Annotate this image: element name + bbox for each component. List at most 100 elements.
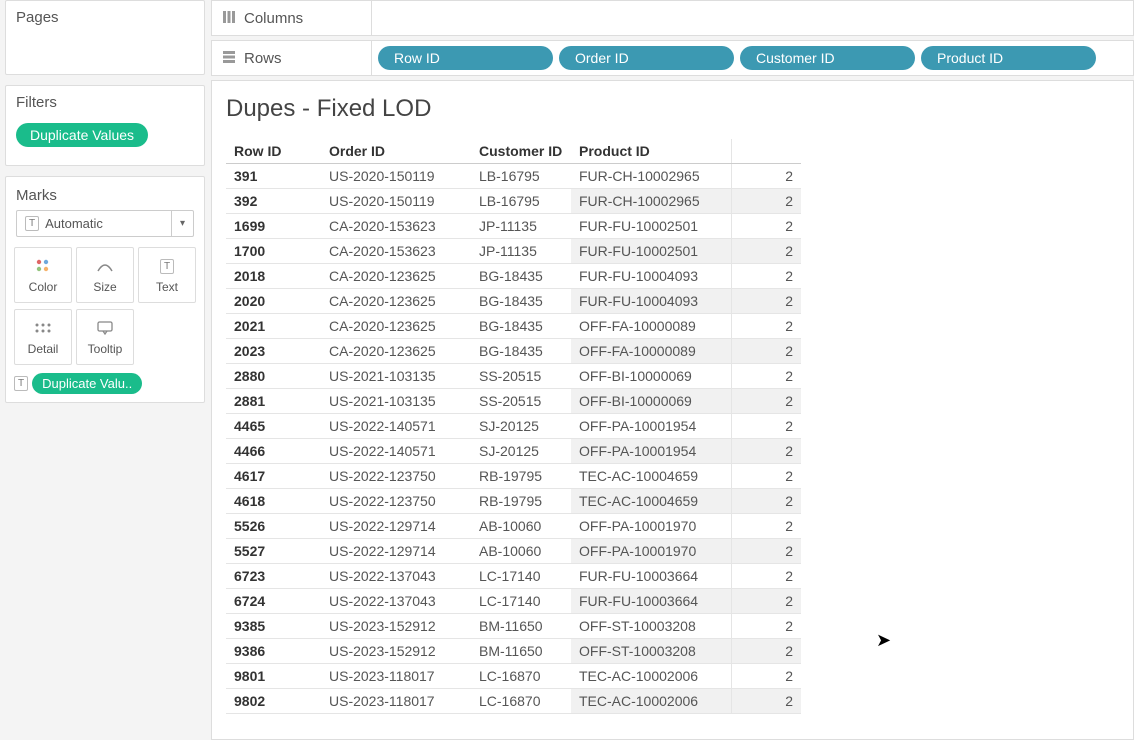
table-row[interactable]: 9802US-2023-118017LC-16870TEC-AC-1000200…	[226, 689, 801, 714]
table-row[interactable]: 6724US-2022-137043LC-17140FUR-FU-1000366…	[226, 589, 801, 614]
cell-rowid: 2020	[226, 289, 321, 314]
cell-count: 2	[731, 464, 801, 489]
cell-orderid: CA-2020-153623	[321, 214, 471, 239]
table-row[interactable]: 2018CA-2020-123625BG-18435FUR-FU-1000409…	[226, 264, 801, 289]
cell-custid: LC-17140	[471, 564, 571, 589]
text-type-icon: T	[14, 376, 28, 391]
cell-rowid: 1700	[226, 239, 321, 264]
marks-type-select[interactable]: T Automatic ▾	[16, 210, 194, 237]
cell-custid: LB-16795	[471, 164, 571, 189]
table-row[interactable]: 2881US-2021-103135SS-20515OFF-BI-1000006…	[226, 389, 801, 414]
table-row[interactable]: 4466US-2022-140571SJ-20125OFF-PA-1000195…	[226, 439, 801, 464]
text-type-icon: T	[25, 216, 39, 231]
marks-text-button[interactable]: T Text	[138, 247, 196, 303]
cell-count: 2	[731, 489, 801, 514]
rows-pill-product-id[interactable]: Product ID	[921, 46, 1096, 70]
table-row[interactable]: 6723US-2022-137043LC-17140FUR-FU-1000366…	[226, 564, 801, 589]
cell-count: 2	[731, 614, 801, 639]
cell-rowid: 5526	[226, 514, 321, 539]
cell-orderid: CA-2020-123625	[321, 339, 471, 364]
cell-rowid: 9386	[226, 639, 321, 664]
pages-card: Pages	[5, 0, 205, 75]
cell-orderid: US-2022-129714	[321, 514, 471, 539]
cell-rowid: 392	[226, 189, 321, 214]
filters-label: Filters	[6, 86, 204, 119]
cell-count: 2	[731, 514, 801, 539]
pages-label: Pages	[6, 1, 204, 34]
table-row[interactable]: 391US-2020-150119LB-16795FUR-CH-10002965…	[226, 164, 801, 189]
marks-size-button[interactable]: Size	[76, 247, 134, 303]
filters-card: Filters Duplicate Values	[5, 85, 205, 166]
cell-orderid: US-2022-140571	[321, 439, 471, 464]
table-row[interactable]: 1700CA-2020-153623JP-11135FUR-FU-1000250…	[226, 239, 801, 264]
table-row[interactable]: 9801US-2023-118017LC-16870TEC-AC-1000200…	[226, 664, 801, 689]
cell-custid: BM-11650	[471, 639, 571, 664]
table-row[interactable]: 2021CA-2020-123625BG-18435OFF-FA-1000008…	[226, 314, 801, 339]
cell-orderid: US-2022-129714	[321, 539, 471, 564]
cell-count: 2	[731, 289, 801, 314]
table-row[interactable]: 4618US-2022-123750RB-19795TEC-AC-1000465…	[226, 489, 801, 514]
table-header	[731, 139, 801, 164]
cell-custid: BG-18435	[471, 314, 571, 339]
cell-rowid: 4617	[226, 464, 321, 489]
marks-card: Marks T Automatic ▾ Color Size T	[5, 176, 205, 403]
marks-color-button[interactable]: Color	[14, 247, 72, 303]
cell-orderid: US-2023-152912	[321, 614, 471, 639]
rows-pill-row-id[interactable]: Row ID	[378, 46, 553, 70]
cell-rowid: 9802	[226, 689, 321, 714]
rows-pill-order-id[interactable]: Order ID	[559, 46, 734, 70]
cell-count: 2	[731, 314, 801, 339]
viz-title: Dupes - Fixed LOD	[226, 95, 1119, 123]
cell-orderid: US-2022-140571	[321, 414, 471, 439]
table-row[interactable]: 1699CA-2020-153623JP-11135FUR-FU-1000250…	[226, 214, 801, 239]
cell-count: 2	[731, 239, 801, 264]
table-row[interactable]: 5526US-2022-129714AB-10060OFF-PA-1000197…	[226, 514, 801, 539]
columns-shelf[interactable]: Columns	[211, 0, 1134, 36]
cell-count: 2	[731, 364, 801, 389]
cell-orderid: US-2021-103135	[321, 364, 471, 389]
cell-count: 2	[731, 214, 801, 239]
cell-prodid: FUR-FU-10002501	[571, 214, 731, 239]
rows-label: Rows	[244, 50, 282, 67]
cell-rowid: 4465	[226, 414, 321, 439]
cell-orderid: US-2022-123750	[321, 464, 471, 489]
marks-pill-duplicate-values[interactable]: Duplicate Valu..	[32, 373, 142, 394]
table-row[interactable]: 4617US-2022-123750RB-19795TEC-AC-1000465…	[226, 464, 801, 489]
marks-detail-button[interactable]: Detail	[14, 309, 72, 365]
cell-count: 2	[731, 389, 801, 414]
cell-count: 2	[731, 689, 801, 714]
table-row[interactable]: 2880US-2021-103135SS-20515OFF-BI-1000006…	[226, 364, 801, 389]
cell-orderid: US-2020-150119	[321, 189, 471, 214]
cell-count: 2	[731, 189, 801, 214]
table-row[interactable]: 4465US-2022-140571SJ-20125OFF-PA-1000195…	[226, 414, 801, 439]
rows-pill-customer-id[interactable]: Customer ID	[740, 46, 915, 70]
cell-custid: AB-10060	[471, 514, 571, 539]
detail-icon	[35, 318, 51, 338]
cell-prodid: OFF-ST-10003208	[571, 614, 731, 639]
marks-label: Marks	[14, 185, 196, 204]
data-table: Row IDOrder IDCustomer IDProduct ID 391U…	[226, 139, 801, 714]
table-row[interactable]: 5527US-2022-129714AB-10060OFF-PA-1000197…	[226, 539, 801, 564]
cell-custid: SS-20515	[471, 389, 571, 414]
cell-prodid: OFF-PA-10001954	[571, 414, 731, 439]
chevron-down-icon[interactable]: ▾	[171, 211, 193, 236]
cell-prodid: FUR-FU-10002501	[571, 239, 731, 264]
cell-custid: JP-11135	[471, 239, 571, 264]
table-row[interactable]: 2020CA-2020-123625BG-18435FUR-FU-1000409…	[226, 289, 801, 314]
marks-tooltip-button[interactable]: Tooltip	[76, 309, 134, 365]
cell-rowid: 5527	[226, 539, 321, 564]
cell-rowid: 9385	[226, 614, 321, 639]
rows-shelf[interactable]: Rows Row IDOrder IDCustomer IDProduct ID	[211, 40, 1134, 76]
cell-prodid: TEC-AC-10004659	[571, 464, 731, 489]
table-row[interactable]: 2023CA-2020-123625BG-18435OFF-FA-1000008…	[226, 339, 801, 364]
table-row[interactable]: 9386US-2023-152912BM-11650OFF-ST-1000320…	[226, 639, 801, 664]
table-header: Product ID	[571, 139, 731, 164]
rows-pills[interactable]: Row IDOrder IDCustomer IDProduct ID	[372, 46, 1133, 70]
cell-custid: RB-19795	[471, 464, 571, 489]
cell-rowid: 9801	[226, 664, 321, 689]
text-icon: T	[160, 256, 174, 276]
filter-pill-duplicate-values[interactable]: Duplicate Values	[16, 123, 148, 147]
cell-rowid: 2881	[226, 389, 321, 414]
table-row[interactable]: 392US-2020-150119LB-16795FUR-CH-10002965…	[226, 189, 801, 214]
table-row[interactable]: 9385US-2023-152912BM-11650OFF-ST-1000320…	[226, 614, 801, 639]
